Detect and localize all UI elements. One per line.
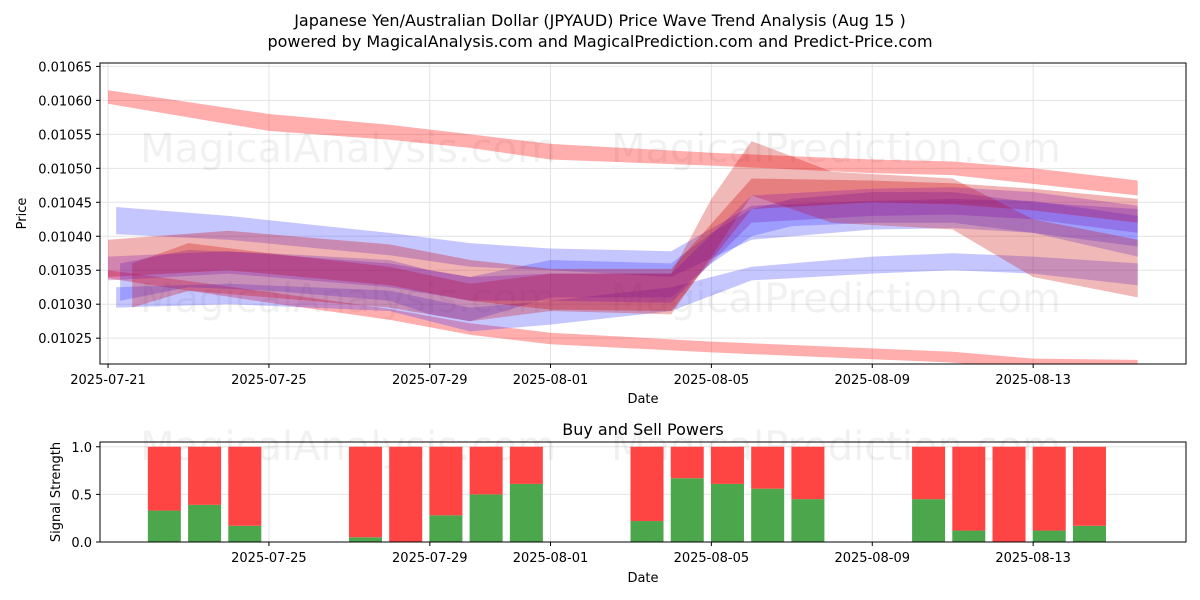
plot-frame (99, 441, 1187, 543)
x-tick-label: 2025-08-05 (674, 551, 750, 566)
y-tick-label: 0.01065 (38, 60, 92, 75)
x-axis-label: Date (627, 571, 658, 586)
buy-bar (509, 483, 543, 542)
sell-bar (228, 446, 262, 526)
y-tick-label: 0.01060 (38, 94, 92, 109)
series-band-red-band-2 (132, 141, 1138, 322)
sell-bar (710, 446, 744, 484)
bottom-chart-title: Buy and Sell Powers (562, 420, 724, 439)
buy-bar (952, 530, 986, 542)
y-tick-label: 0.01045 (38, 196, 92, 211)
sell-bar (912, 446, 946, 500)
x-tick-label: 2025-07-29 (392, 551, 468, 566)
y-axis-label: Price (15, 198, 30, 230)
sell-bar (670, 446, 704, 479)
x-tick-label: 2025-08-01 (513, 551, 589, 566)
x-tick-label: 2025-08-13 (995, 373, 1071, 388)
sell-bar (469, 446, 503, 495)
buy-bar (912, 499, 946, 542)
watermark: MagicalPrediction.com (611, 126, 1061, 172)
chart-subtitle: powered by MagicalAnalysis.com and Magic… (267, 32, 932, 51)
y-tick-label: 0.01025 (38, 332, 92, 347)
y-tick-label: 1.0 (71, 441, 92, 456)
y-tick-label: 0.01040 (38, 230, 92, 245)
x-tick-label: 2025-07-25 (231, 373, 307, 388)
y-tick-label: 0.01050 (38, 162, 92, 177)
buy-bar (1032, 530, 1066, 542)
sell-bar (429, 446, 463, 516)
buy-bar (188, 504, 222, 542)
y-tick-label: 0.01030 (38, 298, 92, 313)
watermark: MagicalAnalysis.com (140, 276, 556, 322)
x-tick-label: 2025-07-21 (70, 373, 146, 388)
sell-bar (992, 446, 1026, 542)
x-tick-label: 2025-08-09 (834, 373, 910, 388)
series-band-lower-envelope (108, 270, 1138, 364)
buy-bar (429, 515, 463, 542)
buy-bar (710, 483, 744, 542)
series-band-blue-band-3 (120, 192, 1138, 322)
x-tick-label: 2025-08-09 (834, 551, 910, 566)
series-band-blue-band-2 (116, 253, 1138, 332)
y-tick-label: 0.01035 (38, 264, 92, 279)
watermark: MagicalPrediction.com (611, 276, 1061, 322)
sell-bar (509, 446, 543, 484)
price-wave-chart: MagicalAnalysis.com MagicalAnalysis.com Ma… (15, 60, 1187, 407)
buy-bar (751, 488, 785, 542)
x-axis-label: Date (627, 392, 658, 407)
watermark: MagicalAnalysis.com (140, 126, 556, 172)
sell-bar (952, 446, 986, 531)
buy-bar (348, 537, 382, 542)
y-tick-label: 0.01055 (38, 128, 92, 143)
sell-bar (188, 446, 222, 505)
sell-bar (1032, 446, 1066, 531)
y-axis-label: Signal Strength (49, 442, 64, 542)
sell-bar (389, 446, 423, 542)
x-tick-label: 2025-07-29 (392, 373, 468, 388)
x-tick-label: 2025-08-01 (513, 373, 589, 388)
buy-bar (228, 525, 262, 542)
sell-bar (147, 446, 181, 511)
series-band-purple-band (108, 187, 1138, 303)
x-tick-label: 2025-08-13 (995, 551, 1071, 566)
y-tick-label: 0.5 (71, 488, 92, 503)
sell-bar (791, 446, 825, 500)
y-tick-label: 0.0 (71, 536, 92, 551)
sell-bar (630, 446, 664, 522)
x-tick-label: 2025-08-05 (674, 373, 750, 388)
buy-bar (469, 494, 503, 542)
buy-bar (630, 521, 664, 542)
series-band-blue-band-1 (116, 198, 1138, 277)
buy-bar (670, 478, 704, 542)
plot-frame (99, 62, 1187, 365)
sell-bar (751, 446, 785, 489)
series-band-upper-envelope (108, 90, 1138, 196)
chart-title: Japanese Yen/Australian Dollar (JPYAUD) … (293, 11, 906, 30)
series-band-red-band-1 (108, 178, 1138, 311)
buy-bar (147, 510, 181, 542)
x-tick-label: 2025-07-25 (231, 551, 307, 566)
sell-bar (348, 446, 382, 538)
buy-bar (791, 499, 825, 542)
sell-bar (1072, 446, 1106, 526)
buy-bar (1072, 525, 1106, 542)
